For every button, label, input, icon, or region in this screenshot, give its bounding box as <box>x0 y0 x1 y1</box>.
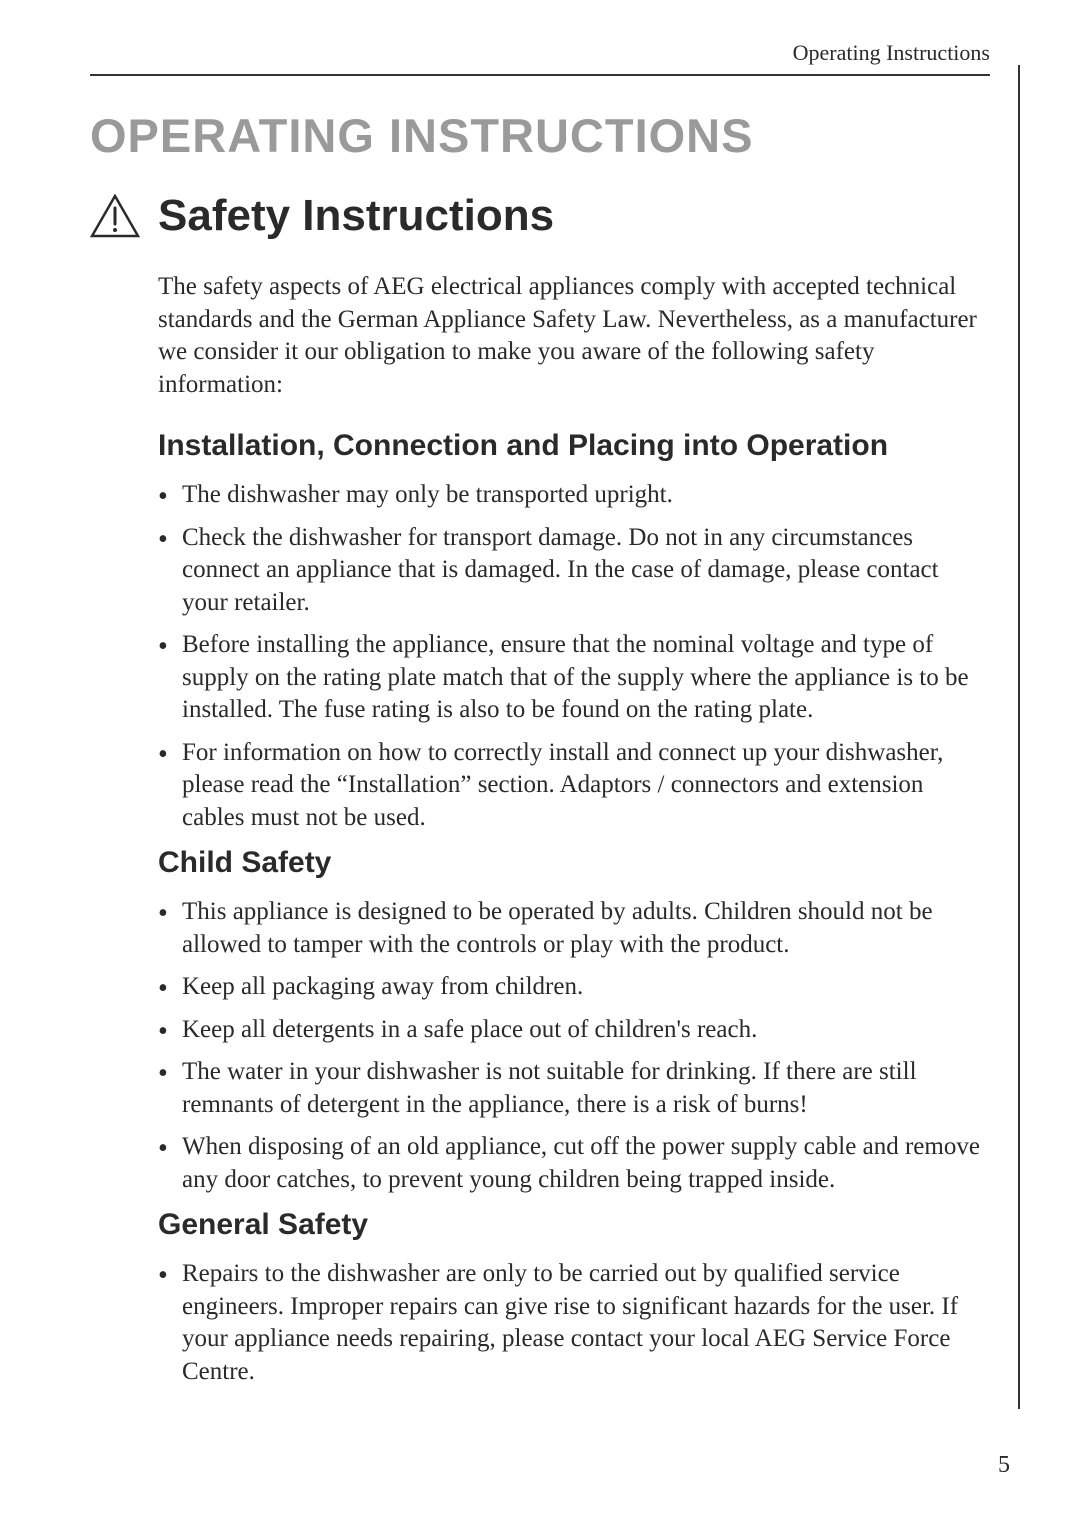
general-safety-list: Repairs to the dishwasher are only to be… <box>158 1258 990 1388</box>
subsection-heading-child-safety: Child Safety <box>158 846 990 880</box>
page-container: Operating Instructions OPERATING INSTRUC… <box>0 0 1080 1529</box>
list-item: Keep all packaging away from children. <box>158 971 990 1004</box>
main-title: OPERATING INSTRUCTIONS <box>90 108 990 163</box>
subsection-heading-general-safety: General Safety <box>158 1208 990 1242</box>
running-header: Operating Instructions <box>90 40 990 76</box>
list-item: Keep all detergents in a safe place out … <box>158 1014 990 1047</box>
child-safety-list: This appliance is designed to be operate… <box>158 896 990 1196</box>
running-title: Operating Instructions <box>793 40 990 65</box>
installation-list: The dishwasher may only be transported u… <box>158 479 990 834</box>
list-item: Repairs to the dishwasher are only to be… <box>158 1258 990 1388</box>
list-item: This appliance is designed to be operate… <box>158 896 990 961</box>
list-item: The dishwasher may only be transported u… <box>158 479 990 512</box>
intro-paragraph: The safety aspects of AEG electrical app… <box>158 271 990 401</box>
list-item: When disposing of an old appliance, cut … <box>158 1131 990 1196</box>
section-heading: Safety Instructions <box>158 191 554 241</box>
page-number: 5 <box>998 1452 1010 1479</box>
list-item: Before installing the appliance, ensure … <box>158 629 990 727</box>
subsection-heading-installation: Installation, Connection and Placing int… <box>158 429 990 463</box>
right-margin-line <box>1018 65 1020 1409</box>
section-heading-row: Safety Instructions <box>90 191 990 241</box>
warning-triangle-icon <box>90 194 140 238</box>
list-item: The water in your dishwasher is not suit… <box>158 1056 990 1121</box>
list-item: For information on how to correctly inst… <box>158 737 990 835</box>
list-item: Check the dishwasher for transport damag… <box>158 522 990 620</box>
